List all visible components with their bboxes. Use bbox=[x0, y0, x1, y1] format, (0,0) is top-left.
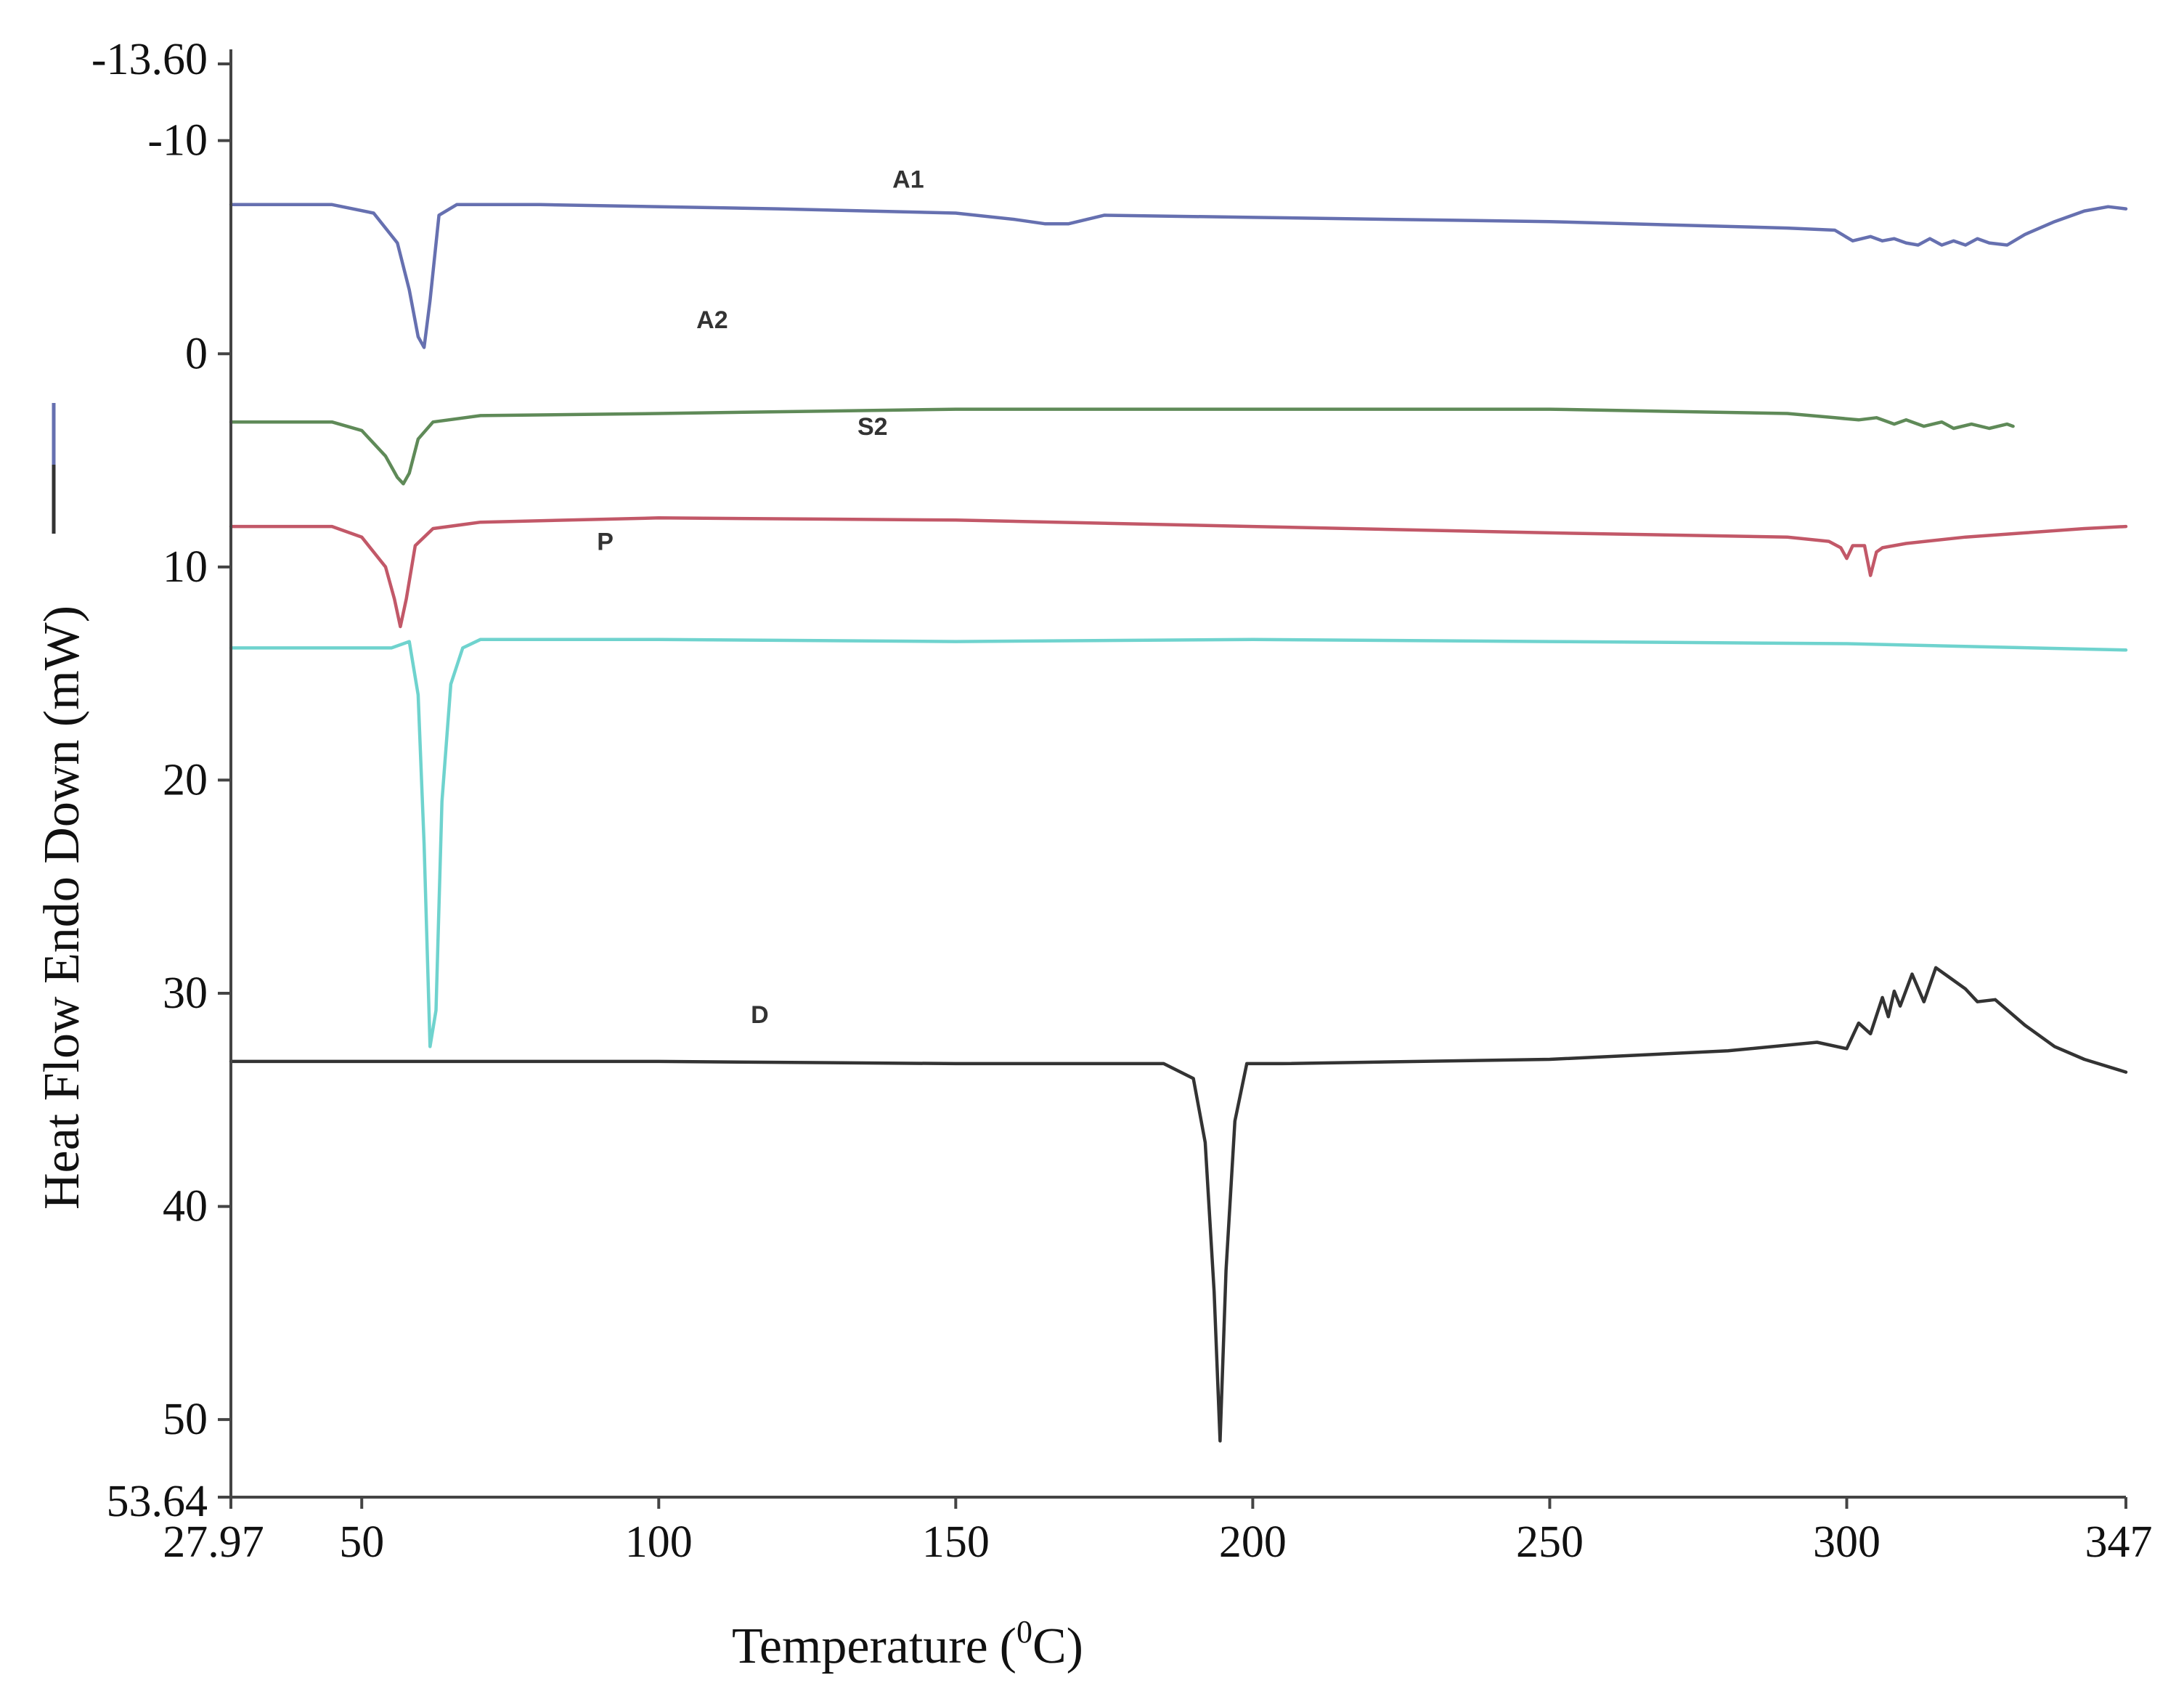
series-line-p bbox=[229, 637, 2128, 1048]
series-label-a1: A1 bbox=[892, 166, 924, 193]
series-line-a2 bbox=[229, 407, 2015, 486]
x-axis-unit-open: ( bbox=[1000, 1618, 1016, 1674]
y-tick-label: 50 bbox=[163, 1395, 208, 1444]
series-line-a1 bbox=[229, 203, 2128, 349]
y-tick-label: 20 bbox=[163, 755, 208, 804]
x-tick-label: 200 bbox=[1219, 1517, 1287, 1567]
y-tick-label: 10 bbox=[163, 542, 208, 592]
axes-layer bbox=[229, 49, 2126, 1499]
x-axis-title: Temperature (0C) bbox=[732, 1614, 1083, 1674]
x-axis-title-text: Temperature bbox=[732, 1618, 988, 1674]
y-tick-label: -10 bbox=[147, 116, 208, 166]
y-tick-label: 53.64 bbox=[107, 1477, 208, 1526]
series-layer bbox=[229, 203, 2128, 1443]
y-axis-title: Heat Flow Endo Down (mW) bbox=[34, 606, 90, 1210]
x-tick-label: 150 bbox=[922, 1517, 990, 1567]
y-tick-label: 30 bbox=[163, 969, 208, 1018]
y-tick-label: 0 bbox=[185, 329, 208, 378]
x-tick-label: 250 bbox=[1516, 1517, 1584, 1567]
series-labels: A1 A2 S2 P D bbox=[597, 166, 924, 1029]
series-label-a2: A2 bbox=[696, 306, 728, 334]
x-tick-label: 100 bbox=[625, 1517, 693, 1567]
x-tick-label: 347 bbox=[2085, 1517, 2153, 1567]
x-axis-unit-superscript: 0 bbox=[1016, 1614, 1032, 1650]
y-tick-label: 40 bbox=[163, 1182, 208, 1231]
series-label-p: P bbox=[597, 528, 614, 555]
y-tick-label: -13.60 bbox=[91, 35, 208, 84]
x-tick-label: 50 bbox=[339, 1517, 384, 1567]
series-line-d bbox=[229, 966, 2128, 1443]
series-line-s2 bbox=[229, 516, 2128, 629]
y-ticks: -13.60 -10 0 10 20 30 40 50 53.64 bbox=[91, 35, 231, 1526]
x-tick-label: 300 bbox=[1813, 1517, 1881, 1567]
x-axis-unit-close: C) bbox=[1032, 1618, 1083, 1674]
x-tick-label: 27.97 bbox=[163, 1517, 264, 1567]
series-label-d: D bbox=[751, 1001, 769, 1029]
x-ticks: 27.97 50 100 150 200 250 300 347 bbox=[163, 1497, 2153, 1567]
series-label-s2: S2 bbox=[857, 413, 888, 441]
